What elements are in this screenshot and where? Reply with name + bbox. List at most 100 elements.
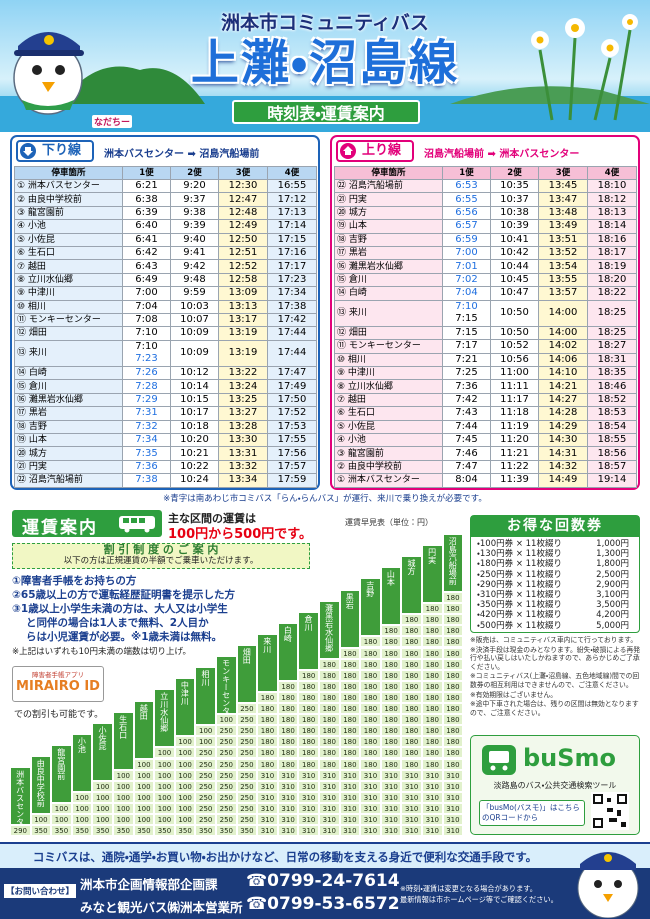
time-cell: 14:06 (538, 352, 588, 368)
timetable-row: ⑤ 小佐昆 7:44 11:19 14:29 18:54 (334, 419, 637, 435)
fare-cell: 250 (195, 802, 216, 814)
fare-cell: 180 (257, 714, 278, 726)
timetable-row: ⑬ 来川 7:10 7:23 10:09 13:19 17:44 (14, 339, 317, 368)
coupon-note: ※有効期限はございません。 (470, 690, 558, 699)
fare-cell: 350 (195, 825, 216, 837)
fare-cell: 350 (113, 825, 134, 837)
time-cell: 17:56 (267, 446, 317, 461)
stop-name: ④ 小池 (14, 219, 123, 234)
fare-cell: 100 (154, 758, 175, 770)
time-cell: 14:30 (538, 433, 588, 448)
discount-item: ②65歳以上の方で運転経歴証明書を提示した方 (12, 589, 236, 601)
fare-cell: 180 (442, 592, 464, 604)
time-cell: 18:35 (587, 366, 637, 381)
fare-cell: 310 (277, 780, 299, 792)
timetable-row: ⑪ モンキーセンター 7:08 10:07 13:17 17:42 (14, 312, 317, 328)
fare-cell: 350 (51, 825, 72, 837)
fare-cell: 250 (216, 769, 237, 781)
fare-cell: 310 (298, 780, 319, 792)
stop-label: 中津川 (174, 678, 196, 737)
fare-cell: 180 (339, 725, 361, 737)
coupon-title: お得な回数券 (471, 516, 639, 537)
fare-cell: 180 (442, 736, 464, 748)
fare-cell: 180 (319, 703, 340, 715)
fare-cell: 100 (51, 814, 72, 826)
stop-name: ⑧ 立川水仙郷 (334, 379, 443, 394)
fare-cell: 250 (195, 769, 216, 781)
timetable-row: ⑥ 生石口 7:43 11:18 14:28 18:53 (334, 406, 637, 421)
stop-name: ⑦ 越田 (334, 392, 443, 408)
fare-cell: 310 (380, 769, 402, 781)
stop-label: 洲本バスセンター (10, 767, 31, 826)
fare-cell: 310 (401, 791, 422, 803)
time-cell: 7:08 (122, 312, 171, 328)
fare-cell: 180 (401, 736, 422, 748)
time-cell: 7:01 (442, 259, 491, 274)
fare-heading-text: 運賃案内 (22, 518, 98, 538)
fare-cell: 180 (422, 747, 443, 759)
fare-cell: 250 (236, 802, 258, 814)
timetable-row: ⑤ 小佐昆 6:41 9:40 12:50 17:15 (14, 232, 317, 247)
fare-cell: 180 (339, 703, 361, 715)
timetable-row: ⑨ 中津川 7:00 9:59 13:09 17:34 (14, 286, 317, 301)
time-cell: 17:50 (267, 392, 317, 408)
timetable-row: ⑳ 城方 7:35 10:21 13:31 17:56 (14, 446, 317, 461)
time-cell: 13:24 (218, 379, 268, 394)
fare-cell: 310 (380, 825, 402, 837)
header-subtitle: 洲本市コミュニティバス (221, 12, 429, 34)
time-cell: 18:27 (587, 339, 637, 354)
coupon-note: ※コミュニティバス(上灘・沼島線、五色地域線)間での回数券の相互利用はできません… (470, 672, 640, 689)
fare-cell: 180 (380, 636, 402, 648)
fare-cell: 100 (154, 747, 175, 759)
fare-cell: 350 (236, 825, 258, 837)
time-cell: 13:28 (218, 419, 268, 435)
coupon-row: ・310円券 × 11枚綴り 3,100円 (471, 590, 639, 600)
app-note: での割引も可能です。 (14, 710, 104, 720)
route: 沼島汽船場前 ➡ 洲本バスセンター (424, 149, 580, 160)
fare-cell: 180 (257, 725, 278, 737)
coupon-name: ・130円券 × 11枚綴り (477, 549, 562, 560)
timetable-row: ㉒ 沼島汽船場前 6:53 10:35 13:45 18:10 (334, 178, 637, 194)
coupon-price: 5,000円 (596, 620, 629, 631)
fare-cell: 310 (319, 769, 340, 781)
fare-cell: 310 (401, 780, 422, 792)
mascot (13, 32, 84, 115)
time-cell: 9:59 (170, 286, 219, 301)
fare-lead: 主な区間の運賃は (168, 512, 256, 525)
stop-name: ⑰ 黒岩 (334, 245, 443, 261)
timetable-row: ⑦ 越田 6:43 9:42 12:52 17:17 (14, 259, 317, 274)
fare-cell: 250 (216, 758, 237, 770)
time-cell: 14:31 (538, 446, 588, 461)
time-cell: 10:52 (490, 339, 539, 354)
time-cell: 10:56 (490, 352, 539, 368)
time-cell: 17:34 (267, 286, 317, 301)
column-header: 3便 (538, 166, 588, 180)
busmo-tagline: 淡路島のバス・公共交通検索ツール (493, 781, 617, 790)
stop-name: ⑩ 相川 (14, 299, 123, 314)
time-cell: 7:44 (442, 419, 491, 435)
timetable-row: ⑯ 灘黒岩水仙郷 7:29 10:15 13:25 17:50 (14, 392, 317, 408)
stop-name: ⑤ 小佐昆 (334, 419, 443, 435)
footer (0, 868, 650, 919)
discount-item: らは小児運賃が必要。※1歳未満は無料。 (26, 631, 223, 643)
flowers (531, 14, 638, 121)
stop-name: ⑯ 灘黒岩水仙郷 (334, 259, 443, 274)
fare-cell: 180 (422, 625, 443, 637)
fare-cell: 180 (360, 636, 381, 648)
fare-cell: 250 (216, 736, 237, 748)
fare-cell: 180 (422, 669, 443, 681)
fare-cell: 100 (30, 814, 52, 826)
mascot-name: なだちー (92, 115, 133, 128)
time-cell: 7:31 (122, 406, 171, 421)
time-cell: 7:21 (442, 352, 491, 368)
fare-cell: 180 (401, 647, 422, 659)
coupon-row: ・290円券 × 11枚綴り 2,900円 (471, 580, 639, 590)
fare-cell: 180 (442, 703, 464, 715)
fare-cell: 100 (154, 802, 175, 814)
coupon-row: ・500円券 × 11枚綴り 5,000円 (471, 621, 639, 631)
down-arrow (20, 143, 36, 159)
coupon-price: 2,900円 (596, 579, 629, 590)
time-cell: 17:44 (267, 326, 317, 341)
stop-name: ⑪ モンキーセンター (14, 312, 123, 328)
